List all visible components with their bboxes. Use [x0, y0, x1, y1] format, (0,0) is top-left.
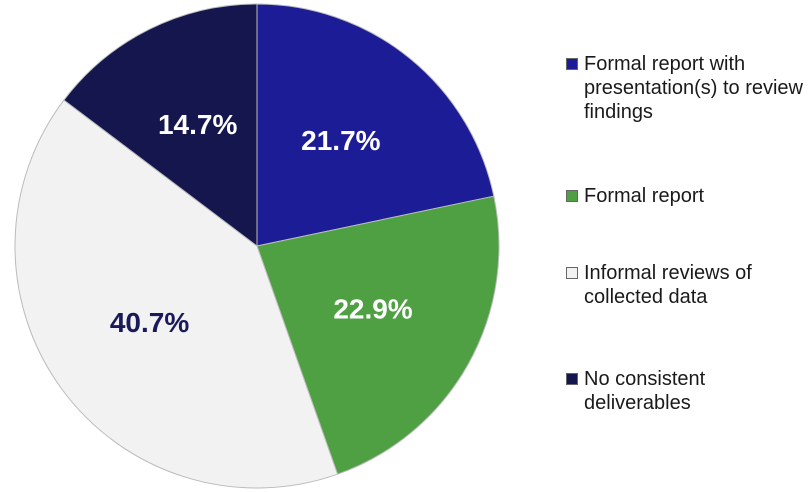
legend-item: Formal report — [566, 184, 806, 208]
legend-swatch — [566, 267, 578, 279]
legend-label: Formal report with presentation(s) to re… — [584, 53, 803, 123]
pie-slice — [63, 3, 258, 248]
legend-swatch — [566, 58, 578, 70]
legend-item: Informal reviews of collected data — [566, 261, 806, 309]
data-label: 21.7% — [301, 125, 380, 156]
legend-swatch — [566, 373, 578, 385]
pie-slice — [14, 99, 339, 489]
legend-label: Informal reviews of collected data — [584, 262, 752, 308]
legend-label: Formal report — [584, 185, 705, 207]
data-label: 22.9% — [333, 294, 412, 325]
pie-slice — [256, 195, 500, 475]
legend-swatch — [566, 190, 578, 202]
pie-slice — [256, 3, 495, 247]
legend-label: No consistent deliverables — [584, 368, 706, 414]
legend-item: No consistent deliverables — [566, 367, 806, 415]
legend-item: Formal report with presentation(s) to re… — [566, 52, 806, 124]
data-label: 40.7% — [110, 307, 189, 338]
data-label: 14.7% — [158, 109, 237, 140]
pie-area: 21.7% 22.9% 40.7% 14.7% — [14, 3, 500, 489]
